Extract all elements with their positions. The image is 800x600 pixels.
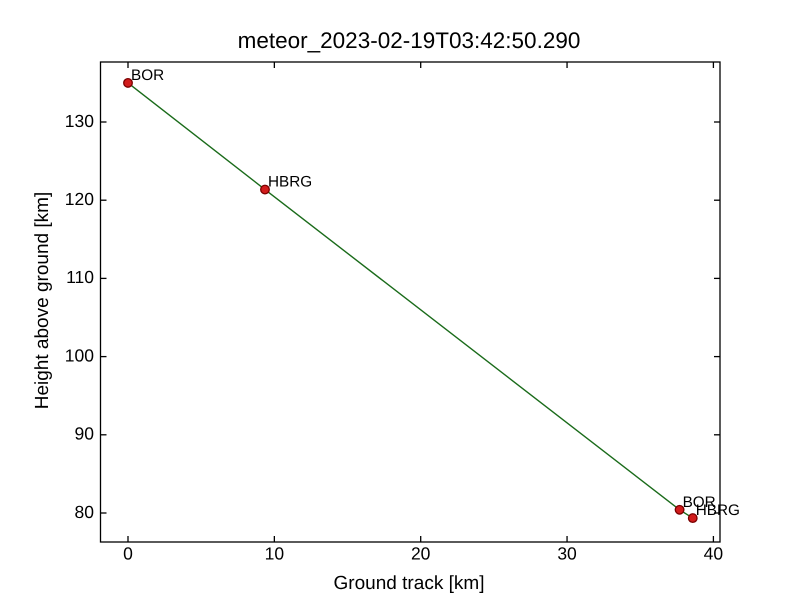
svg-text:100: 100: [65, 345, 94, 365]
svg-text:meteor_2023-02-19T03:42:50.290: meteor_2023-02-19T03:42:50.290: [238, 28, 581, 53]
svg-text:80: 80: [75, 502, 95, 522]
svg-text:90: 90: [75, 424, 95, 444]
svg-text:HBRG: HBRG: [268, 174, 312, 191]
svg-text:BOR: BOR: [131, 67, 164, 84]
svg-text:130: 130: [65, 111, 94, 131]
svg-text:10: 10: [265, 544, 285, 564]
svg-text:20: 20: [411, 544, 431, 564]
svg-text:120: 120: [65, 189, 94, 209]
svg-text:110: 110: [66, 267, 94, 287]
svg-text:0: 0: [123, 544, 133, 564]
svg-text:Height above ground [km]: Height above ground [km]: [32, 192, 53, 410]
svg-text:Ground track [km]: Ground track [km]: [334, 573, 485, 594]
svg-text:HBRG: HBRG: [696, 502, 740, 519]
svg-text:40: 40: [704, 544, 724, 564]
svg-text:30: 30: [557, 544, 577, 564]
